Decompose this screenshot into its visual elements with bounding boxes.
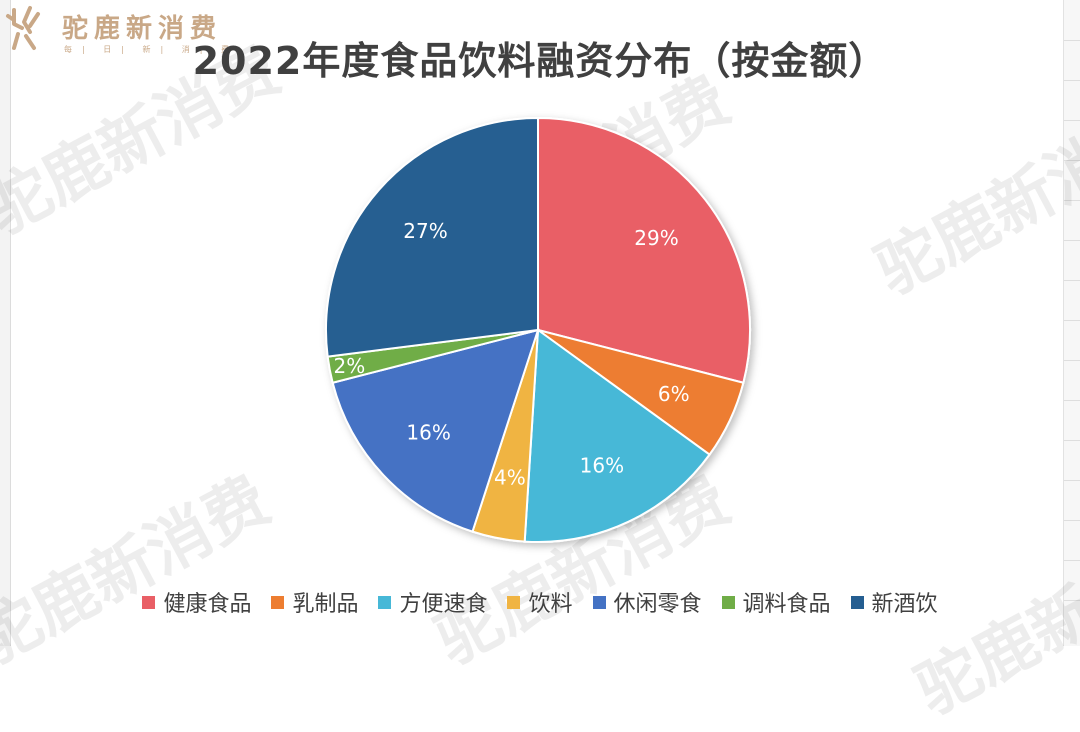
pie-chart: 29% 6% 16% 4% 16% 2% 27% — [325, 116, 751, 543]
legend-item: 方便速食 — [378, 586, 487, 618]
legend-swatch — [507, 595, 521, 609]
legend-label: 休闲零食 — [613, 592, 702, 617]
pie-slice-2 — [523, 328, 711, 543]
chart-legend: 健康食品 乳制品 方便速食 饮料 休闲零食 调料食品 新酒饮 — [0, 586, 1080, 618]
legend-item: 饮料 — [507, 586, 573, 618]
pie-slice-0 — [537, 116, 751, 384]
legend-label: 新酒饮 — [871, 592, 938, 617]
brand-name: 驼鹿新消费 — [62, 14, 223, 44]
brand-tagline-char: 日 — [103, 45, 120, 54]
legend-swatch — [142, 595, 156, 609]
slice-label-0: 29% — [634, 226, 678, 250]
window-left-border — [0, 0, 11, 646]
brand-tagline-char: 消 — [181, 45, 198, 54]
slice-label-1: 6% — [658, 382, 690, 406]
legend-swatch — [850, 595, 864, 609]
legend-swatch — [592, 595, 606, 609]
brand-logo: 驼鹿新消费 每 | 日 | 新 | 消 | 费 — [4, 2, 274, 58]
pie-slice-4 — [331, 328, 540, 533]
slice-label-6: 27% — [403, 219, 447, 243]
moose-logo-icon — [6, 6, 40, 50]
legend-item: 乳制品 — [271, 586, 358, 618]
legend-item: 调料食品 — [721, 586, 831, 618]
brand-tagline-char: 费 — [221, 45, 237, 54]
legend-label: 健康食品 — [163, 592, 252, 617]
legend-item: 休闲零食 — [592, 586, 702, 618]
brand-tagline-char: 新 — [142, 45, 159, 54]
slice-label-5: 2% — [334, 354, 366, 378]
legend-label: 饮料 — [528, 592, 573, 617]
brand-tagline: 每 | 日 | 新 | 消 | 费 — [64, 45, 237, 54]
legend-swatch — [378, 595, 392, 609]
legend-swatch — [271, 595, 285, 609]
legend-item: 新酒饮 — [850, 586, 938, 618]
legend-swatch — [721, 595, 735, 609]
legend-item: 健康食品 — [142, 586, 251, 618]
legend-label: 方便速食 — [399, 592, 488, 617]
slice-label-3: 4% — [494, 465, 526, 489]
window-right-scrollbar[interactable] — [1063, 0, 1080, 646]
brand-tagline-char: 每 — [64, 45, 80, 54]
legend-label: 调料食品 — [742, 592, 831, 617]
slice-label-2: 16% — [580, 454, 624, 478]
slice-label-4: 16% — [406, 421, 450, 445]
legend-label: 乳制品 — [292, 592, 359, 617]
pie-slice-6 — [325, 116, 539, 358]
chart-title: 2022年度食品饮料融资分布（按金额） — [192, 39, 888, 83]
